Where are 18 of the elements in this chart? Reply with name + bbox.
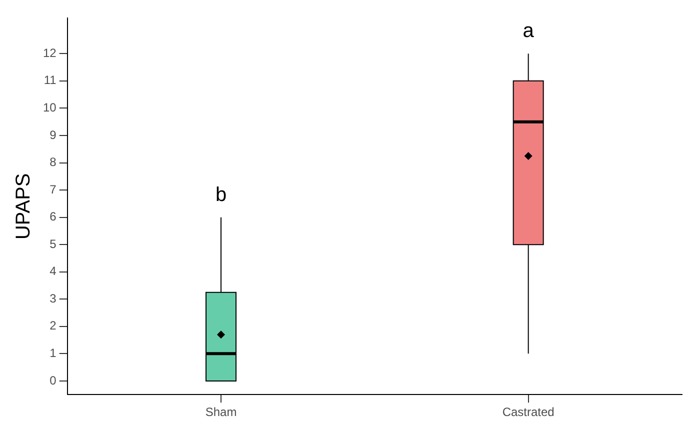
y-tick-label: 7 <box>50 182 57 196</box>
annotation: b <box>215 184 227 206</box>
y-tick-label: 2 <box>50 318 57 333</box>
y-tick-label: 6 <box>50 210 57 224</box>
x-tick-label: Castrated <box>502 405 554 420</box>
x-tick-label: Sham <box>205 405 237 420</box>
annotation: a <box>522 20 535 42</box>
y-tick-label: 12 <box>42 46 57 60</box>
y-tick-label: 4 <box>50 264 57 278</box>
y-tick-label: 0 <box>50 373 57 388</box>
y-tick-label: 3 <box>50 291 57 306</box>
y-tick-label: 11 <box>44 73 57 88</box>
y-tick-label: 1 <box>50 346 57 360</box>
y-tick-label: 9 <box>50 128 57 142</box>
y-tick-label: 8 <box>50 155 57 170</box>
y-tick-label: 5 <box>50 236 57 251</box>
y-tick-label: 10 <box>42 100 57 115</box>
y-axis-title: UPAPS <box>12 173 35 240</box>
